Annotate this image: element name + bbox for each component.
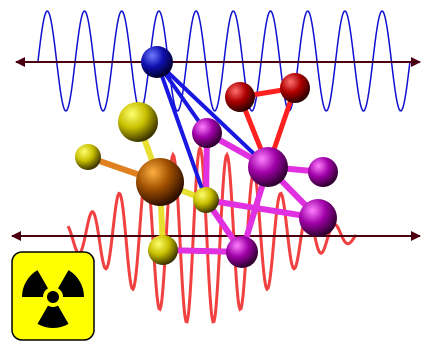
atom: [225, 82, 255, 112]
trefoil: [22, 270, 84, 329]
atom: [136, 158, 184, 206]
atom: [299, 199, 337, 237]
atom: [193, 187, 219, 213]
atoms: [75, 46, 338, 268]
radiation-icon: [11, 251, 95, 341]
atom: [141, 46, 173, 78]
atom: [308, 157, 338, 187]
atom: [248, 147, 288, 187]
atom: [118, 102, 158, 142]
atom: [75, 144, 101, 170]
bond: [155, 60, 208, 202]
bond: [155, 60, 270, 169]
atom: [192, 118, 222, 148]
atom: [226, 236, 258, 268]
trefoil-center: [47, 291, 59, 303]
atom: [280, 73, 310, 103]
atom: [148, 235, 178, 265]
